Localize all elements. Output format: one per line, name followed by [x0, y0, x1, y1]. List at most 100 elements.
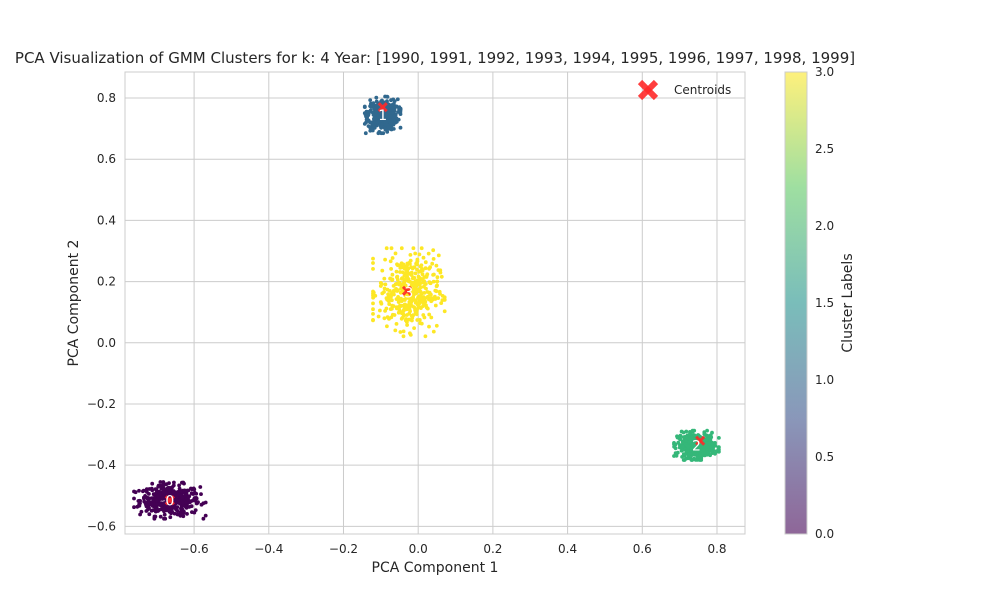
scatter-point [199, 492, 203, 496]
scatter-point [418, 264, 423, 269]
scatter-point [390, 298, 394, 303]
scatter-point [388, 289, 392, 293]
scatter-point [421, 301, 426, 306]
y-tick-label: 0.8 [97, 91, 116, 105]
scatter-point [170, 509, 175, 514]
scatter-point [153, 506, 158, 510]
scatter-point [380, 124, 384, 129]
scatter-point [168, 489, 172, 493]
scatter-point [158, 480, 163, 484]
scatter-point [145, 495, 150, 500]
scatter-point [439, 301, 444, 305]
scatter-point [676, 440, 681, 445]
scatter-point [402, 313, 406, 318]
scatter-point [692, 452, 697, 456]
scatter-point [383, 309, 387, 313]
scatter-point [169, 504, 173, 509]
scatter-point [385, 95, 390, 99]
scatter-point [390, 106, 395, 111]
grid [125, 72, 745, 534]
legend-centroid-marker [637, 79, 659, 101]
scatter-point [398, 270, 402, 274]
scatter-point [419, 285, 423, 290]
scatter-point [194, 491, 199, 496]
scatter-point [410, 276, 415, 281]
scatter-point [371, 318, 375, 322]
x-tick-label: −0.2 [329, 542, 358, 556]
scatter-point [687, 440, 692, 444]
cluster-3-points [371, 246, 447, 339]
scatter-point [150, 481, 155, 486]
scatter-point [413, 271, 418, 276]
scatter-point [442, 295, 447, 300]
scatter-point [406, 266, 411, 271]
scatter-point [431, 279, 436, 284]
scatter-point [162, 487, 166, 492]
scatter-point [387, 302, 392, 306]
scatter-point [389, 267, 393, 271]
scatter-point [377, 130, 382, 134]
cluster-label: 3 [404, 285, 413, 301]
scatter-point [404, 276, 409, 281]
scatter-point [394, 269, 399, 274]
scatter-point [401, 329, 406, 334]
scatter-point [429, 315, 434, 320]
scatter-point [436, 296, 441, 300]
scatter-point [201, 516, 206, 521]
scatter-point [393, 251, 398, 256]
scatter-point [428, 281, 433, 286]
colorbar-gradient [784, 71, 808, 535]
scatter-point [408, 309, 412, 314]
scatter-point [408, 333, 413, 337]
scatter-point [147, 492, 151, 496]
scatter-point [396, 300, 401, 304]
y-tick-label: 0.2 [97, 275, 116, 289]
cluster-0-points [132, 480, 208, 521]
scatter-point [427, 324, 431, 329]
scatter-point [395, 263, 400, 268]
scatter-point [415, 259, 420, 263]
scatter-point [678, 436, 682, 441]
scatter-point [190, 510, 194, 514]
scatter-point [390, 291, 395, 295]
scatter-point [382, 120, 386, 124]
scatter-point [136, 499, 141, 503]
scatter-point [426, 251, 431, 256]
scatter-point [690, 428, 695, 433]
scatter-point [391, 126, 396, 131]
scatter-point [181, 514, 186, 519]
scatter-point [371, 290, 376, 295]
scatter-point [694, 458, 699, 462]
scatter-point [703, 450, 707, 455]
scatter-point [440, 298, 445, 303]
scatter-point [405, 263, 409, 268]
scatter-point [434, 323, 439, 328]
scatter-point [371, 256, 375, 261]
scatter-point [423, 266, 428, 271]
scatter-point [385, 324, 389, 329]
scatter-point [414, 312, 419, 317]
scatter-point [717, 436, 721, 440]
y-tick-label: −0.4 [87, 458, 116, 472]
scatter-point [386, 125, 391, 129]
scatter-point [178, 489, 183, 494]
scatter-point [175, 508, 180, 513]
cluster-label: 0 [165, 493, 174, 509]
scatter-point [436, 253, 441, 258]
scatter-point [413, 298, 418, 302]
scatter-point [191, 486, 196, 491]
scatter-point [390, 306, 394, 311]
scatter-point [161, 490, 166, 495]
x-tick-label: 0.4 [558, 542, 577, 556]
scatter-point [388, 276, 393, 281]
scatter-point [366, 113, 371, 118]
colorbar-ticks: 0.0 0.5 1.0 1.5 2.0 2.5 3.0 [815, 65, 834, 541]
scatter-point [701, 447, 706, 452]
scatter-point [383, 127, 388, 132]
scatter-point [405, 313, 409, 317]
scatter-point [381, 115, 386, 120]
colorbar-tick-label: 0.5 [815, 450, 834, 464]
scatter-point [674, 453, 679, 458]
scatter-point [415, 318, 420, 322]
scatter-point [132, 489, 136, 494]
